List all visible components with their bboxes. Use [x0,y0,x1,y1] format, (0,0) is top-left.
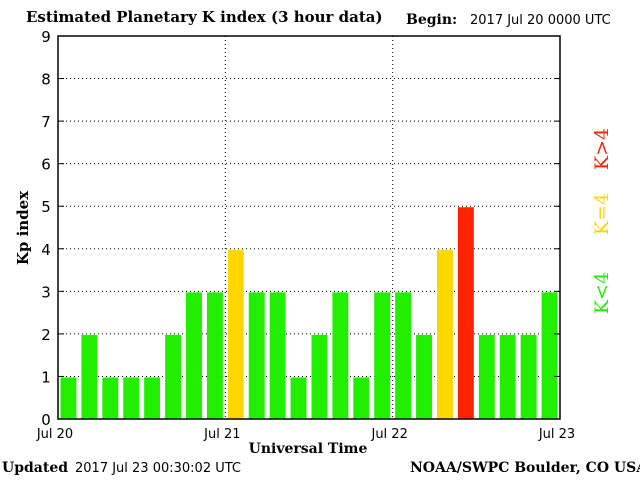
x-tick-label: Jul 22 [370,427,407,442]
kp-bar [60,377,77,419]
kp-bar [123,377,140,419]
kp-bar [102,377,119,419]
kp-bar [416,334,432,419]
source-credit: NOAA/SWPC Boulder, CO USA [410,460,640,476]
y-tick-label: 4 [41,241,51,259]
y-tick-label: 6 [41,156,51,174]
kp-bar [353,377,370,419]
kp-bar [206,292,223,419]
updated-label: Updated [2,460,69,476]
kp-bar [269,292,286,419]
begin-value: 2017 Jul 20 0000 UTC [470,13,611,28]
kp-bar [457,207,474,419]
y-tick-label: 9 [41,28,51,46]
x-tick-labels: Jul 20 Jul 21 Jul 22 Jul 23 [36,427,575,442]
kp-bar [144,377,161,419]
kp-bar [248,292,265,419]
updated-value: 2017 Jul 23 00:30:02 UTC [75,461,241,476]
legend: K<4 K=4 K>4 [591,128,613,314]
kp-bar [311,334,328,419]
kp-bar [395,292,412,419]
legend-entry: K>4 [591,128,613,170]
y-tick-label: 3 [41,283,51,301]
x-tick-label: Jul 23 [538,427,575,442]
chart-title: Estimated Planetary K index (3 hour data… [26,8,383,26]
kp-bar [520,334,537,419]
y-axis-label: Kp index [14,190,32,265]
kp-bar [290,377,307,419]
kp-bar [541,292,558,419]
y-tick-label: 7 [41,113,51,131]
legend-entry: K<4 [591,272,613,314]
kp-bar [478,334,495,419]
kp-bar [437,249,453,419]
kp-bar [186,292,202,419]
y-tick-label: 1 [41,368,51,386]
y-tick-label: 5 [41,198,51,216]
kp-bar [374,292,391,419]
begin-label: Begin: [406,12,458,28]
kp-bar [499,334,516,419]
y-tick-labels: 0 1 2 3 4 5 6 7 8 9 [41,28,560,429]
kp-bar [165,334,181,419]
y-tick-label: 0 [41,411,51,429]
y-tick-label: 2 [41,326,51,344]
plot-frame [57,35,561,420]
x-tick-label: Jul 20 [36,427,73,442]
kp-bar [332,292,349,419]
x-axis-label: Universal Time [249,441,368,457]
legend-entry: K=4 [591,193,613,235]
y-tick-label: 8 [41,71,51,89]
kp-bar [227,249,244,419]
x-tick-label: Jul 21 [203,427,240,442]
kp-bar [81,334,98,419]
bar-layer [60,207,558,419]
